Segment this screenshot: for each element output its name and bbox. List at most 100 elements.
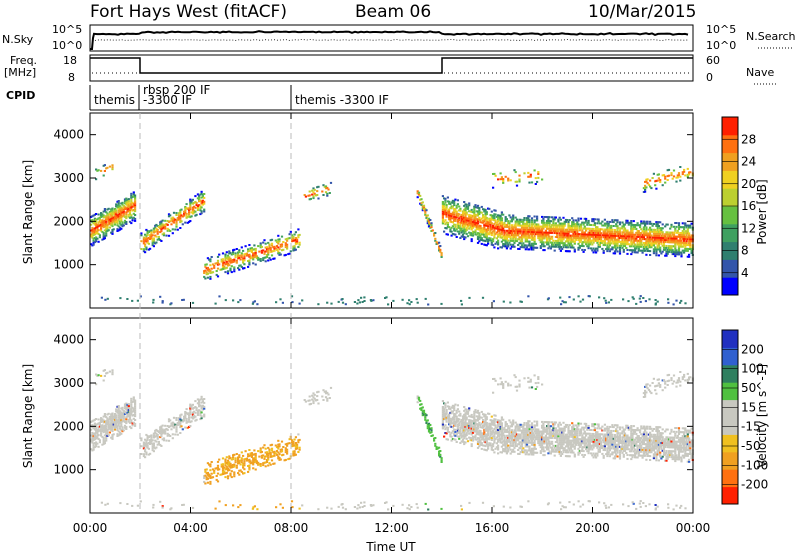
power-echo-cell [670,239,673,242]
power-echo-cell [667,301,670,304]
power-echo-cell [637,243,640,246]
velocity-echo-cell [434,437,437,439]
power-echo-cell [112,218,115,221]
velocity-echo-cell [439,450,442,452]
power-echo-cell [681,171,684,174]
power-echo-cell [317,303,320,306]
power-echo-cell [630,241,633,244]
power-echo-cell [427,217,431,220]
power-echo-cell [616,221,619,224]
power-echo-cell [572,238,575,241]
power-echo-cell [681,230,684,233]
power-echo-cell [479,225,482,227]
power-echo-cell [552,230,555,232]
power-echo-cell [469,218,472,221]
power-echo-cell [510,220,513,223]
power-echo-cell [460,227,463,230]
velocity-echo-cell [445,412,448,415]
velocity-echo-cell [500,432,503,434]
power-echo-cell [291,301,294,304]
power-echo-cell [159,221,162,224]
power-echo-cell [647,183,650,186]
velocity-echo-cell [487,432,490,435]
power-echo-cell [681,173,684,176]
power-echo-cell [150,229,153,232]
power-echo-cell [628,235,632,238]
velocity-echo-cell [107,422,110,425]
velocity-echo-cell [464,429,467,432]
power-echo-cell [670,247,673,250]
velocity-echo-cell [264,461,267,464]
velocity-echo-cell [298,448,301,451]
velocity-echo-cell [493,431,496,434]
power-echo-cell [631,243,634,246]
power-echo-cell [232,260,235,263]
power-echo-cell [518,238,521,241]
velocity-echo-cell [490,448,493,451]
power-echo-cell [466,219,470,222]
power-echo-cell [175,219,178,222]
velocity-echo-cell [490,415,493,418]
velocity-echo-cell [498,439,501,442]
power-echo-cell [564,250,568,253]
velocity-echo-cell [92,433,95,436]
velocity-echo-cell [102,369,105,372]
velocity-echo-cell [102,415,105,418]
power-echo-cell [473,225,476,228]
power-echo-cell [539,245,542,248]
power-echo-cell [184,207,187,210]
power-echo-cell [571,227,574,229]
power-echo-cell [283,254,286,257]
frequency-step-line [90,57,693,74]
power-echo-cell [620,235,623,238]
velocity-echo-cell [454,415,457,418]
velocity-echo-cell [478,431,481,434]
power-echo-cell [92,241,95,244]
velocity-echo-cell [189,421,192,424]
velocity-echo-cell [144,448,147,451]
velocity-echo-cell [171,421,174,424]
velocity-echo-cell [280,448,284,451]
velocity-echo-cell [134,415,137,418]
power-echo-cell [490,239,493,242]
velocity-echo-cell [146,438,149,441]
velocity-echo-cell [495,436,498,439]
velocity-echo-cell [117,410,120,413]
power-echo-cell [443,203,446,206]
power-echo-cell [293,239,296,242]
power-echo-cell [105,215,108,218]
power-echo-cell [483,233,486,236]
power-echo-cell [556,232,559,235]
power-echo-cell [688,248,691,250]
velocity-echo-cell [263,444,266,447]
power-echo-cell [223,265,226,268]
velocity-echo-cell [288,442,291,445]
velocity-echo-cell [161,432,164,435]
velocity-echo-cell [482,436,485,439]
power-echo-cell [497,214,500,217]
velocity-echo-cell [297,441,300,444]
power-echo-cell [121,223,124,226]
power-echo-cell [592,229,595,232]
power-echo-cell [97,233,100,235]
velocity-echo-cell [103,369,106,372]
power-echo-cell [595,237,598,240]
power-echo-cell [644,245,647,248]
velocity-echo-cell [453,413,456,415]
power-echo-cell [534,227,537,230]
power-echo-cell [680,241,683,244]
power-echo-cell [489,239,492,242]
velocity-echo-cell [102,442,105,445]
power-echo-cell [92,230,95,233]
power-echo-cell [523,217,526,219]
power-echo-cell [91,232,94,235]
power-echo-cell [170,302,173,305]
velocity-echo-cell [458,437,461,440]
power-echo-cell [487,238,490,241]
power-echo-cell [499,218,502,221]
power-echo-cell [275,248,279,251]
power-echo-cell [662,248,666,251]
power-echo-cell [578,237,581,240]
power-echo-cell [581,248,584,251]
power-echo-cell [513,226,516,229]
